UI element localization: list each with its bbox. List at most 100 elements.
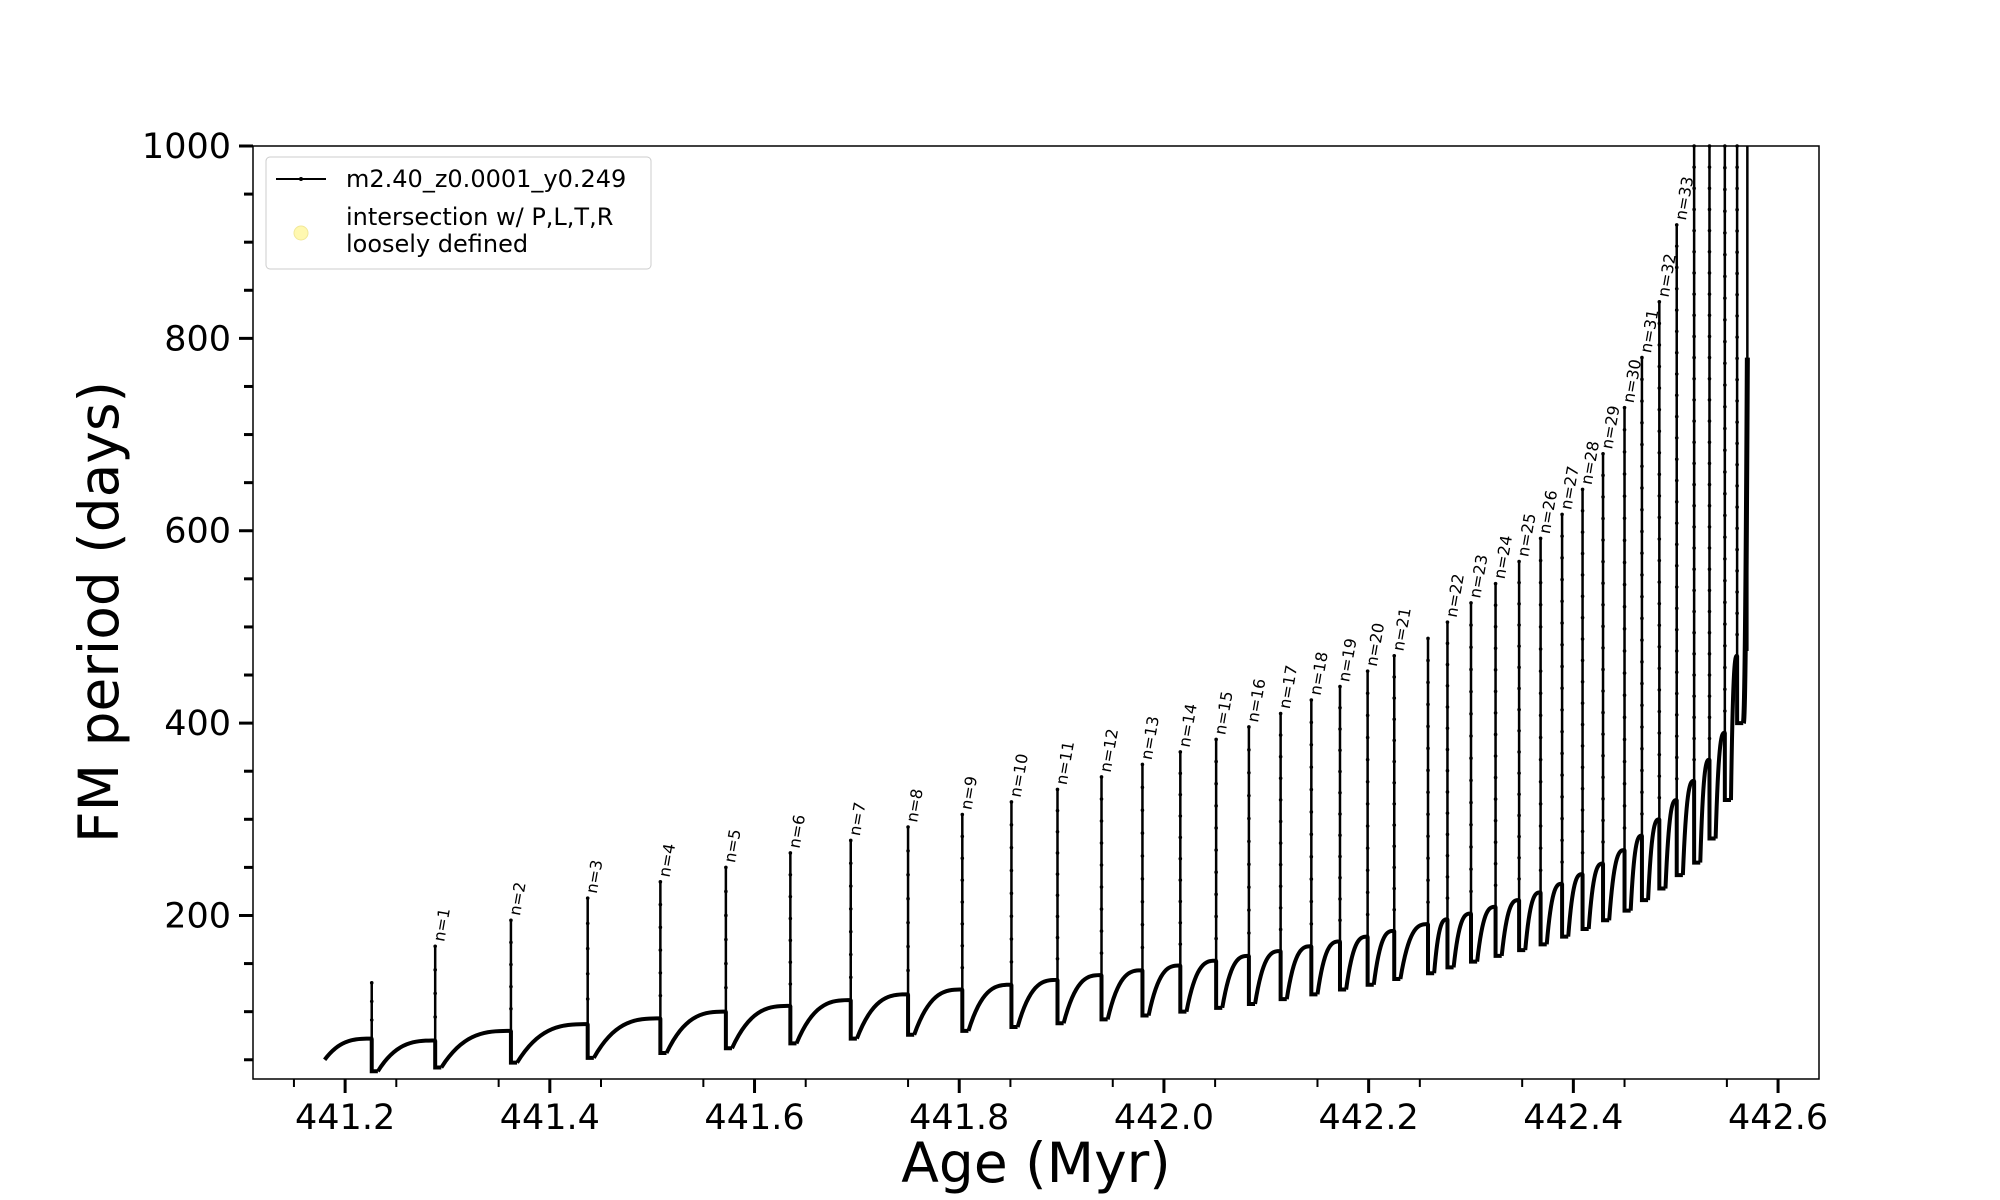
- pulse-dot: [960, 965, 965, 970]
- pulse-dot: [1140, 785, 1145, 790]
- series-segment: [664, 1009, 726, 1054]
- pulse-dot: [1674, 627, 1679, 632]
- x-tick-label: 441.8: [909, 1098, 1009, 1138]
- pulse-dot: [1009, 800, 1014, 804]
- y-tick-label: 800: [164, 319, 231, 359]
- pulse-dot: [1426, 702, 1430, 707]
- series-segment: [1523, 890, 1541, 951]
- pulse-dot: [1365, 868, 1370, 873]
- pulse-dot: [1309, 787, 1314, 792]
- pulse-dot: [1309, 832, 1314, 837]
- pulse-dip: [1246, 955, 1256, 1006]
- pulse-dot: [1674, 563, 1679, 568]
- pulse-dot: [1493, 797, 1498, 801]
- pulse-dip: [1178, 965, 1187, 1014]
- pulse-dot: [1493, 754, 1498, 758]
- pulse-dot: [788, 894, 793, 899]
- pulse-dot: [1338, 790, 1342, 795]
- pulse-dot: [1674, 500, 1679, 504]
- pulse-dot: [1707, 630, 1712, 635]
- pulse-dip: [1493, 906, 1502, 958]
- pulse-dot: [1692, 376, 1696, 381]
- pulse-dot: [1735, 144, 1739, 148]
- pulse-dip: [508, 1030, 518, 1065]
- pulse-dot: [1723, 578, 1727, 583]
- pulse-dot: [1560, 795, 1564, 799]
- pulse-dot: [1640, 594, 1644, 599]
- pulse-dot: [1692, 609, 1696, 614]
- pulse-dot: [1692, 757, 1696, 762]
- pulse-dot: [1560, 664, 1564, 669]
- pulse-dot: [1657, 364, 1662, 369]
- pulse-dot: [788, 916, 793, 921]
- pulse-dot: [1622, 472, 1627, 476]
- pulse-dip: [1278, 951, 1287, 1002]
- pulse-dot: [1469, 867, 1473, 871]
- pulse-dot: [1517, 813, 1521, 818]
- pulse-dot: [1640, 420, 1644, 425]
- pulse-dot: [1445, 726, 1450, 731]
- pulse-dot: [1278, 819, 1283, 824]
- pulse-dot: [369, 981, 374, 985]
- pulse-dot: [1338, 706, 1342, 710]
- pulse-dot: [1392, 780, 1397, 785]
- pulse-dot: [1445, 705, 1450, 709]
- pulse-dip: [1674, 800, 1683, 878]
- pulse-dot: [1674, 776, 1679, 781]
- pulse-dot: [369, 999, 374, 1004]
- pulse-dot: [1622, 538, 1627, 543]
- pulse-dot: [1278, 862, 1283, 867]
- pulse-dot: [1178, 899, 1183, 904]
- pulse-dot: [960, 812, 965, 817]
- pulse-dot: [433, 944, 437, 949]
- pulse-dot: [1640, 464, 1644, 469]
- pulse-dot: [960, 834, 965, 839]
- pulse-dot: [1674, 670, 1679, 675]
- pulse-dot: [1214, 870, 1218, 875]
- pulse-dot: [788, 851, 793, 855]
- series-segment: [1220, 953, 1249, 1009]
- pulse-dot: [1735, 314, 1739, 318]
- pulse-dip: [1140, 970, 1149, 1018]
- pulse-dip: [1469, 913, 1478, 964]
- pulse-dot: [1338, 812, 1342, 816]
- pulse-dot: [1365, 912, 1370, 917]
- legend-box: [265, 156, 652, 270]
- pulse-dot: [1178, 878, 1183, 882]
- pulse-dot: [1517, 644, 1521, 648]
- pulse-dot: [1601, 624, 1605, 629]
- pulse-dot: [1657, 580, 1662, 584]
- pulse-dot: [1692, 652, 1696, 656]
- series-segment: [1607, 848, 1625, 921]
- pulse-dot: [1707, 609, 1712, 614]
- pulse-dot: [1657, 601, 1662, 606]
- pulse-dot: [1055, 830, 1060, 834]
- pulse-dot: [1560, 751, 1564, 756]
- pulse-dot: [1735, 420, 1739, 424]
- pulse-dot: [1580, 744, 1585, 748]
- pulse-dip: [585, 1024, 594, 1060]
- series-segment: [1253, 949, 1281, 1005]
- pulse-dot: [1309, 810, 1314, 814]
- pulse-dot: [1493, 861, 1498, 866]
- pulse-dot: [724, 961, 728, 966]
- pulse-dot: [1723, 296, 1727, 300]
- pulse-dot: [1247, 748, 1251, 752]
- pulse-dot: [1707, 186, 1712, 191]
- pulse-dot: [1580, 573, 1585, 577]
- pulse-dot: [1640, 486, 1644, 490]
- pulse-dot: [1657, 795, 1662, 800]
- pulse-dip: [1580, 874, 1589, 931]
- pulse-dot: [1338, 854, 1342, 859]
- series-segment: [1371, 928, 1395, 986]
- pulse-dot: [1178, 942, 1183, 946]
- pulse-dot: [1338, 748, 1342, 753]
- pulse-dot: [1538, 846, 1543, 850]
- pulse-dot: [1657, 752, 1662, 757]
- pulse-dot: [1580, 508, 1585, 513]
- pulse-dot: [1426, 680, 1430, 685]
- pulse-dot: [1692, 503, 1696, 508]
- pulse-dot: [1055, 893, 1060, 898]
- pulse-dot: [1493, 624, 1498, 629]
- series-layer: [323, 144, 1750, 1074]
